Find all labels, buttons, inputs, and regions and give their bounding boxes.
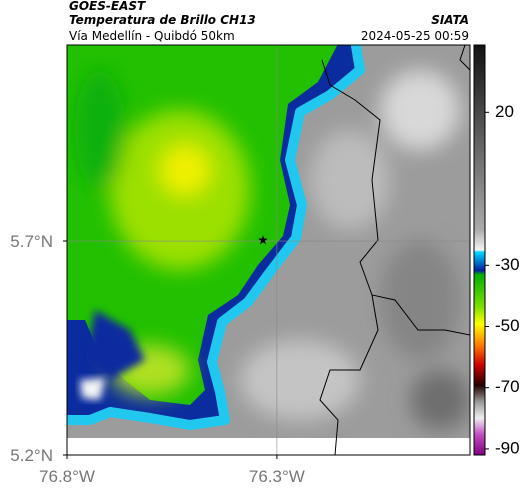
colorbar-label: -30	[495, 255, 520, 274]
plot-frame	[66, 44, 471, 456]
no-data-strip	[67, 438, 470, 455]
gray-texture	[240, 70, 470, 430]
patch	[75, 70, 125, 190]
y-tick-label: 5.2°N	[10, 446, 53, 465]
patch	[85, 310, 145, 380]
border	[319, 294, 379, 455]
colorbar	[473, 44, 486, 456]
cloud-texture	[75, 70, 250, 395]
timestamp: 2024-05-25 00:59	[361, 29, 469, 43]
border	[459, 45, 470, 71]
patch	[410, 370, 470, 430]
location-marker	[258, 235, 268, 245]
y-tick-label: 5.7°N	[10, 232, 53, 251]
patch	[380, 70, 460, 150]
x-tick-label: 76.3°W	[249, 467, 305, 486]
colorbar-label: -90	[495, 438, 520, 457]
x-tick-label: 76.8°W	[39, 467, 95, 486]
source: SIATA	[431, 13, 469, 27]
colorbar-label: -70	[495, 377, 520, 396]
patch	[80, 378, 105, 400]
route: Vía Medellín - Quibdó 50km	[69, 29, 235, 43]
patch	[240, 340, 360, 420]
title: GOES-EAST	[69, 0, 146, 13]
patch	[310, 130, 390, 230]
colorbar-label: -50	[495, 316, 520, 335]
imagery	[67, 45, 470, 455]
border	[321, 59, 470, 336]
patch	[380, 240, 460, 360]
subtitle: Temperatura de Brillo CH13	[69, 13, 256, 27]
colorbar-label: 20	[495, 102, 514, 121]
patch	[160, 145, 210, 195]
